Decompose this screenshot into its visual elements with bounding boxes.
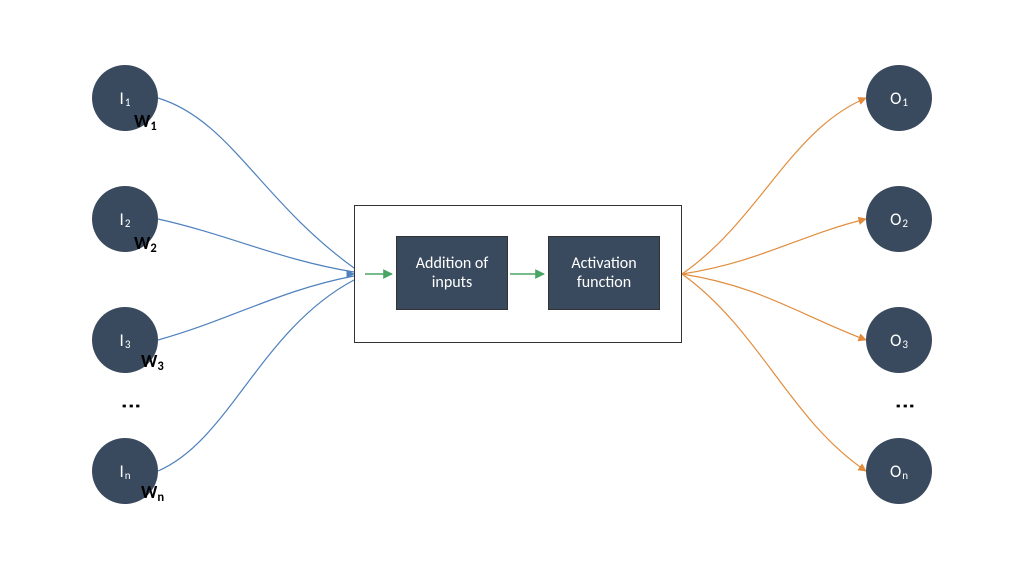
- output-edge-O2: [682, 219, 866, 274]
- addition-box: Addition of inputs: [396, 236, 508, 310]
- output-node-On: On: [866, 438, 932, 504]
- input-edge-I2: [158, 219, 354, 272]
- output-ellipsis: ⋮: [893, 396, 917, 418]
- activation-box-label: Activation function: [553, 254, 655, 292]
- input-edges-group: [158, 98, 354, 471]
- addition-box-label: Addition of inputs: [401, 254, 503, 292]
- output-node-O1: O1: [866, 65, 932, 131]
- output-node-O3: O3: [866, 307, 932, 373]
- weight-label-I3: W3: [141, 350, 164, 372]
- output-edges-group: [682, 98, 866, 471]
- weight-label-In: Wn: [141, 481, 164, 503]
- input-edge-I3: [158, 276, 354, 340]
- output-edge-O3: [682, 274, 866, 340]
- input-node-label: I2: [120, 211, 131, 228]
- weight-label-I2: W2: [134, 232, 157, 254]
- weight-label-I1: W1: [134, 110, 157, 132]
- output-node-label: O2: [890, 211, 908, 228]
- input-node-label: I3: [120, 332, 131, 349]
- input-node-label: In: [119, 463, 130, 480]
- output-node-O2: O2: [866, 186, 932, 252]
- output-edge-O1: [682, 98, 866, 274]
- output-node-label: O1: [890, 90, 908, 107]
- input-edge-I1: [158, 98, 354, 268]
- input-node-label: I1: [120, 90, 131, 107]
- output-edge-On: [682, 274, 866, 471]
- activation-box: Activation function: [548, 236, 660, 310]
- input-edge-In: [158, 280, 354, 471]
- input-ellipsis: ⋮: [119, 396, 143, 418]
- output-node-label: O3: [890, 332, 908, 349]
- output-node-label: On: [890, 463, 908, 480]
